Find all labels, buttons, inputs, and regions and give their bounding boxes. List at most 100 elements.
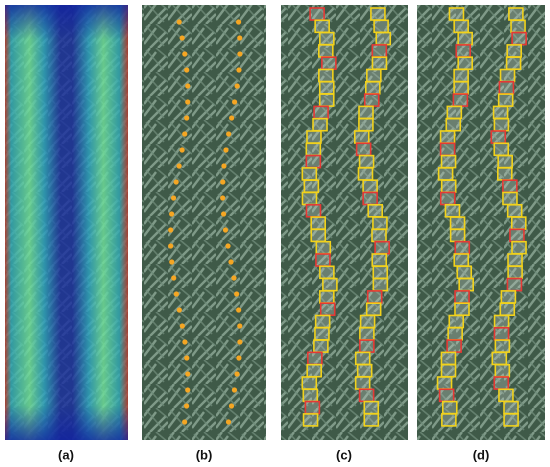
detection-box (312, 117, 328, 132)
detection-box (440, 351, 457, 366)
plant-marker (231, 99, 238, 105)
detection-box (356, 363, 373, 378)
detection-box (366, 290, 383, 304)
detection-box (454, 240, 471, 255)
plant-marker (170, 195, 177, 201)
detection-box (453, 253, 470, 267)
detection-box (447, 326, 463, 341)
panel-caption: (a) (58, 447, 74, 462)
plant-marker (231, 275, 237, 281)
detection-box (498, 81, 515, 95)
detection-box (491, 351, 508, 366)
plant-marker (179, 35, 185, 41)
detection-box (440, 179, 457, 193)
detection-box (493, 326, 510, 341)
detection-box (358, 105, 374, 120)
detection-box (493, 376, 510, 390)
plant-marker (220, 195, 226, 201)
plant-marker (173, 179, 179, 185)
detection-box (358, 117, 374, 132)
plant-marker (182, 51, 188, 57)
detection-box (493, 117, 510, 132)
detection-box (315, 240, 332, 255)
detection-box (371, 56, 388, 71)
plant-marker (234, 291, 240, 297)
detection-box (359, 339, 375, 353)
detection-box (448, 7, 465, 21)
detection-box (441, 400, 458, 415)
detection-box (366, 68, 382, 83)
detection-box (306, 363, 323, 378)
detection-box (507, 253, 523, 267)
detection-box (503, 413, 519, 427)
detection-box (371, 44, 388, 58)
plant-marker (169, 259, 175, 265)
detection-box (454, 302, 470, 317)
plant-marker (176, 163, 182, 169)
detection-box (310, 228, 327, 243)
detection-box (439, 142, 456, 157)
detection-box (354, 351, 371, 366)
plant-marker (221, 211, 227, 217)
detection-box (372, 265, 389, 280)
plant-marker (185, 371, 191, 377)
detection-box (448, 314, 465, 329)
detection-box (436, 376, 453, 390)
detection-box (509, 228, 525, 243)
detection-box (440, 363, 457, 378)
plant-marker (182, 339, 188, 345)
detection-box (510, 216, 527, 230)
detection-box (502, 179, 518, 193)
plant-marker (173, 291, 179, 297)
detection-box (498, 388, 514, 403)
detection-box (363, 93, 380, 107)
panel-d (417, 5, 545, 440)
detection-box (319, 265, 335, 280)
plant-marker (235, 19, 242, 25)
detection-box (490, 130, 507, 144)
plant-marker (226, 131, 232, 137)
plant-marker (236, 355, 242, 361)
detection-box (301, 191, 318, 206)
detection-box (373, 19, 389, 34)
detection-box (363, 400, 380, 415)
detection-box (314, 326, 330, 341)
detection-box (446, 339, 462, 353)
detection-box (497, 93, 514, 107)
detection-box (301, 376, 318, 390)
detection-box (358, 154, 375, 169)
detection-box (355, 142, 372, 157)
detection-box (372, 277, 389, 292)
detection-box (358, 388, 375, 403)
panel-c (281, 5, 408, 440)
detection-box (445, 117, 462, 132)
detection-box (305, 204, 322, 218)
detection-box (321, 56, 337, 71)
detection-box (453, 68, 469, 83)
detection-box (454, 290, 470, 304)
plant-marker (182, 419, 188, 425)
panel-caption: (c) (336, 447, 352, 462)
detection-box (506, 277, 523, 292)
detection-box (313, 105, 329, 120)
plant-marker (185, 83, 191, 89)
detection-box (319, 302, 336, 317)
plant-marker (169, 211, 175, 217)
plant-marker (185, 99, 191, 105)
plant-marker (184, 355, 190, 361)
plant-marker (237, 51, 243, 57)
panel-b (142, 5, 266, 440)
detection-box (452, 93, 469, 107)
detection-box (359, 314, 376, 329)
panel-caption: (b) (196, 447, 213, 462)
detection-box (455, 44, 472, 58)
plant-marker (179, 147, 185, 153)
detection-box (371, 253, 388, 267)
detection-box (510, 19, 526, 34)
detection-box (499, 68, 516, 83)
plant-marker (171, 275, 177, 281)
detection-box (441, 413, 457, 427)
detection-box (449, 216, 466, 230)
detection-box (319, 31, 335, 46)
